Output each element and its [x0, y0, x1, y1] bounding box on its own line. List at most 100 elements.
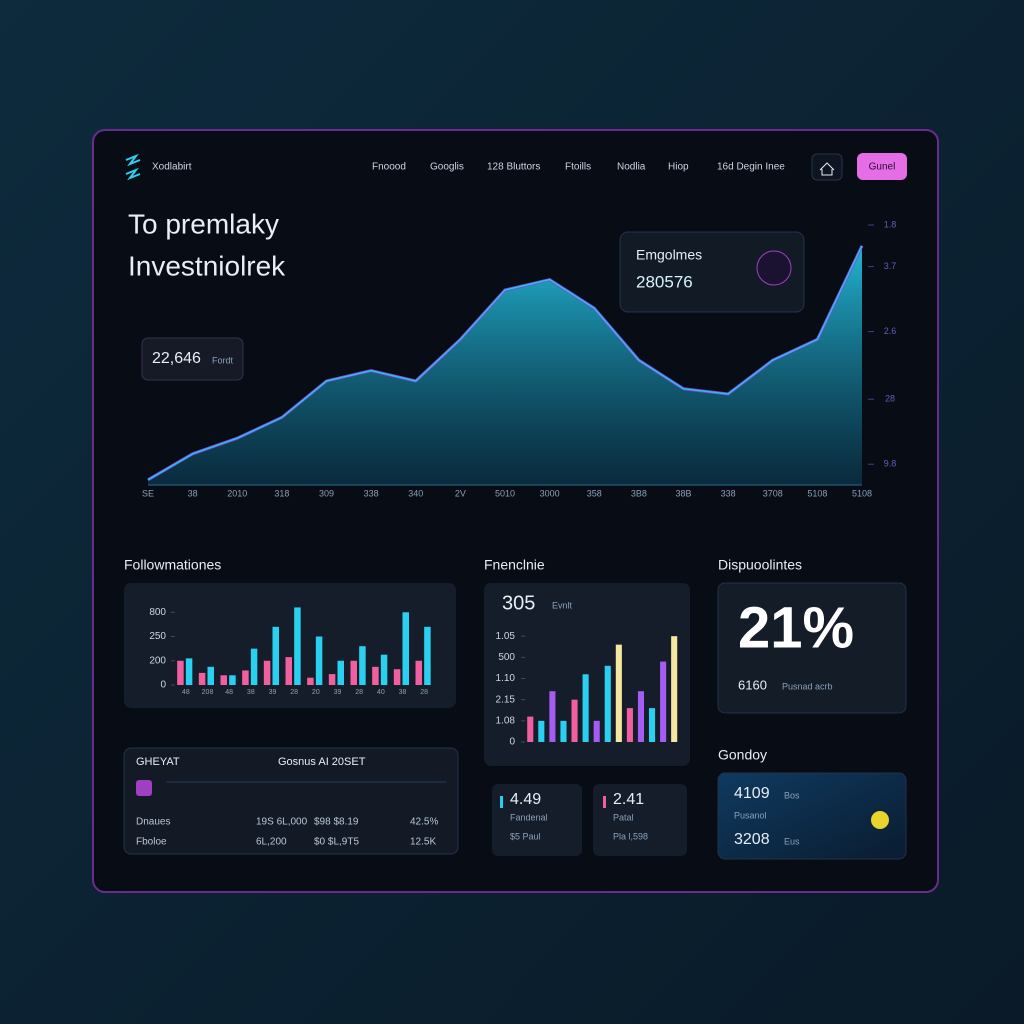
- y-tick-label: 0: [509, 737, 515, 748]
- x-tick-label: 208: [202, 689, 214, 696]
- bar: [615, 644, 622, 742]
- x-tick-label: 20: [312, 689, 320, 696]
- bar: [220, 675, 227, 685]
- balance-unit: Bos: [784, 790, 800, 800]
- stat-note: Pusnad acrb: [782, 681, 833, 691]
- bar: [177, 660, 184, 685]
- x-tick-label: 39: [269, 689, 277, 696]
- y-tick-label: 500: [498, 652, 515, 663]
- mini-marker: [500, 796, 503, 808]
- table-cell: Dnaues: [136, 817, 170, 828]
- bar: [250, 648, 258, 685]
- nav-link[interactable]: 16d Degin Inee: [717, 162, 785, 173]
- hero-title: To premlaky: [128, 208, 279, 239]
- table-icon: [136, 780, 152, 796]
- home-icon: [819, 162, 835, 176]
- logo: Xodlabirt: [152, 162, 192, 173]
- stat-card: [717, 582, 907, 714]
- bar: [207, 666, 214, 685]
- bar: [402, 612, 409, 685]
- metric-card: [619, 231, 805, 313]
- x-tick-label: 2010: [227, 488, 247, 498]
- mini-value: 4.49: [510, 791, 541, 808]
- x-tick-label: 38: [247, 689, 255, 696]
- metric-icon: [756, 250, 792, 286]
- badge-unit: Fordt: [212, 355, 234, 365]
- section-title: Fnenclnie: [484, 557, 545, 573]
- table-cell: Fboloe: [136, 837, 167, 848]
- x-tick-label: 340: [408, 488, 423, 498]
- table-cell: $0 $L,9T5: [314, 837, 359, 848]
- balance-label: Pusanol: [734, 810, 767, 820]
- bar: [294, 607, 301, 685]
- x-tick-label: 2V: [455, 488, 466, 498]
- table-cell: $98 $8.19: [314, 817, 359, 828]
- bar: [604, 665, 611, 742]
- y-tick-label: 800: [149, 607, 166, 618]
- bar: [538, 720, 545, 742]
- nav-link[interactable]: Fnoood: [372, 162, 406, 173]
- bar: [337, 660, 344, 685]
- bar: [424, 626, 431, 685]
- mini-card: [492, 784, 582, 856]
- x-tick-label: 318: [274, 488, 289, 498]
- nav-link[interactable]: 128 Bluttors: [487, 162, 540, 173]
- mini-value: 2.41: [613, 791, 644, 808]
- bar: [637, 691, 645, 742]
- x-tick-label: 3B8: [631, 488, 647, 498]
- x-tick-label: 338: [721, 488, 736, 498]
- x-tick-label: 48: [182, 689, 190, 696]
- bar: [660, 661, 667, 742]
- mini-marker: [603, 796, 606, 808]
- bar: [649, 708, 656, 742]
- bar: [350, 660, 357, 685]
- x-tick-label: 40: [377, 689, 385, 696]
- bar: [593, 720, 600, 742]
- bar: [393, 669, 401, 685]
- bar: [560, 720, 567, 742]
- nav-link[interactable]: Googlis: [430, 162, 464, 173]
- balance-title: Gondoy: [718, 747, 767, 763]
- mini-note: $5 Paul: [510, 831, 541, 841]
- bar: [549, 691, 556, 742]
- badge: [141, 337, 244, 381]
- chart-subtitle: 305: [502, 592, 535, 614]
- bar: [671, 636, 678, 742]
- balance-value: 4109: [734, 785, 770, 802]
- home-button[interactable]: [811, 153, 843, 181]
- table-header: Gosnus AI 20SET: [278, 756, 366, 768]
- y-tick-label: 200: [149, 655, 166, 666]
- y-tick-label: 250: [149, 631, 166, 642]
- cta-button[interactable]: [857, 153, 907, 180]
- y-tick-label: 1.10: [496, 673, 516, 684]
- metric-label: Emgolmes: [636, 247, 702, 263]
- chart-annotation: Evnlt: [552, 600, 573, 610]
- bar: [372, 666, 379, 685]
- mini-label: Patal: [613, 812, 634, 822]
- balance-card: [717, 772, 907, 860]
- badge-value: 22,646: [152, 350, 201, 367]
- stat-title: Dispuoolintes: [718, 557, 802, 573]
- table-header: GHEYAT: [136, 756, 180, 768]
- bar: [626, 708, 633, 742]
- nav-link[interactable]: Ftoills: [565, 162, 591, 173]
- x-tick-label: SE: [142, 488, 154, 498]
- nav-link[interactable]: Hiop: [668, 162, 689, 173]
- x-tick-label: 28: [420, 689, 428, 696]
- mini-note: Pla l,598: [613, 831, 648, 841]
- x-tick-label: 338: [364, 488, 379, 498]
- balance-value: 3208: [734, 831, 770, 848]
- x-tick-label: 38: [188, 488, 198, 498]
- y-tick-label: 3.7: [884, 261, 897, 271]
- logo-icon: [125, 153, 141, 181]
- table-cell: 6L,200: [256, 837, 287, 848]
- nav-link[interactable]: Nodlia: [617, 162, 646, 173]
- y-tick-label: 1.8: [884, 219, 897, 229]
- x-tick-label: 28: [355, 689, 363, 696]
- metric-value: 280576: [636, 272, 693, 291]
- hero-title: Investniolrek: [128, 250, 286, 281]
- bar: [359, 646, 366, 685]
- bar: [272, 626, 279, 685]
